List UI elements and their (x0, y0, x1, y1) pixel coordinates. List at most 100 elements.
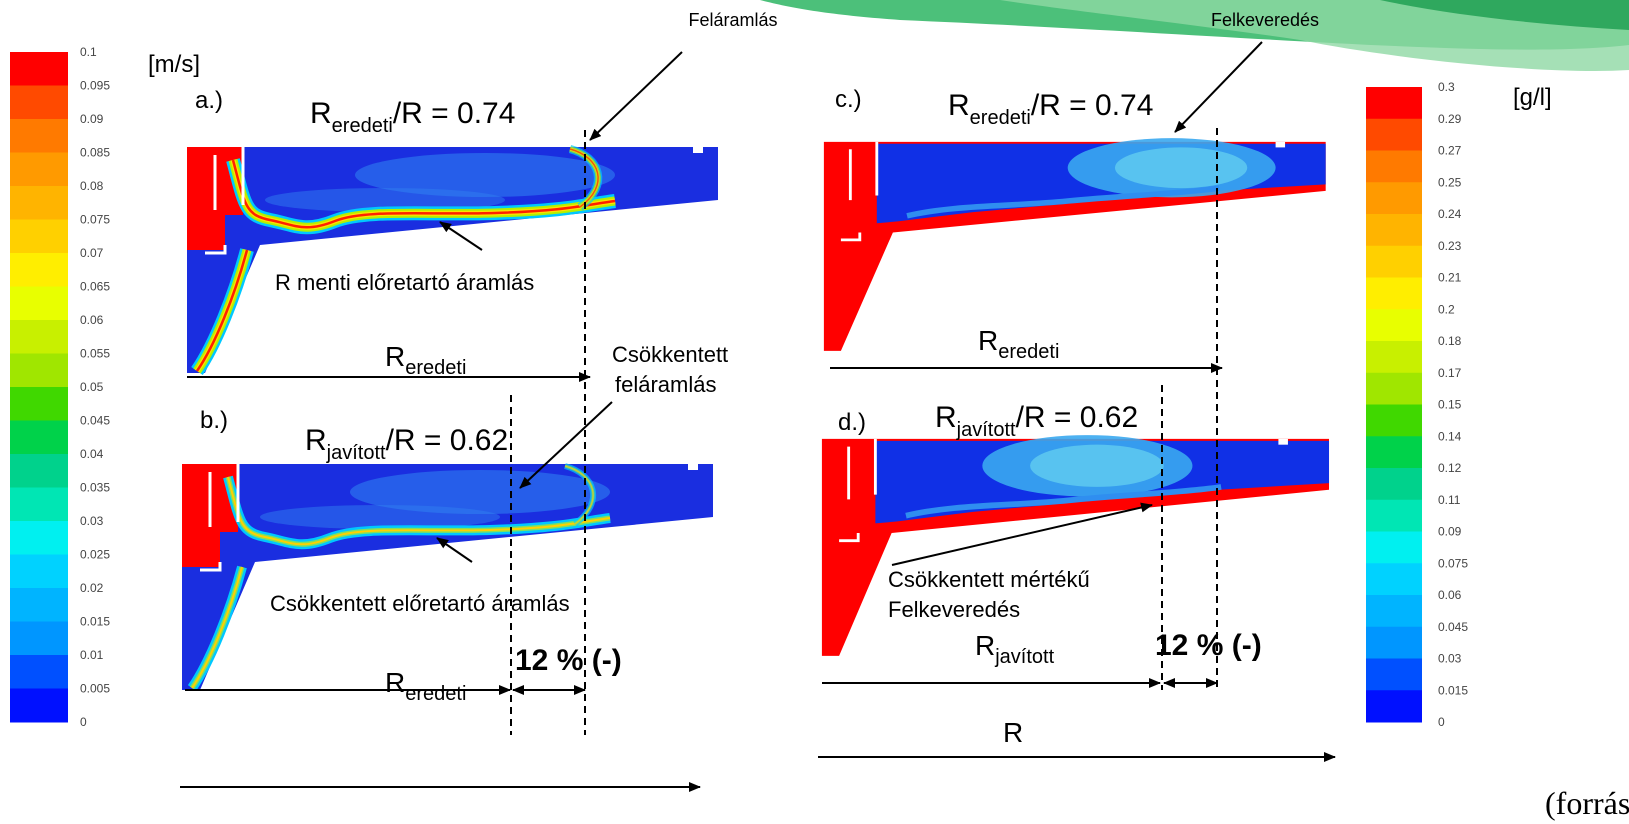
colorbar-band (10, 655, 68, 689)
colorbar-band (10, 689, 68, 723)
colorbar-band (1366, 341, 1422, 373)
ratio-sub: javított (326, 442, 386, 464)
slide: Feláramlás Felkeveredés 0.1 0.095 0.09 0.08… (0, 0, 1629, 824)
ratio-rest: /R = 0.62 (1016, 401, 1139, 434)
panel-label: a.) (195, 87, 223, 114)
length-base: R (978, 325, 998, 356)
colorbar-band (10, 287, 68, 321)
colorbar-label: 0.08 (80, 179, 104, 193)
length-label: Rjavított (975, 630, 1055, 668)
colorbar-band (1366, 500, 1422, 532)
colorbar-band (10, 521, 68, 555)
radius-label: R (1003, 717, 1023, 748)
length-sub: eredeti (405, 683, 466, 705)
colorbar-label: 0.095 (80, 79, 110, 93)
ratio-sub: eredeti (332, 115, 393, 137)
colorbar-label: 0.18 (1438, 334, 1462, 348)
colorbar-band (10, 588, 68, 622)
colorbar-label: 0.04 (80, 447, 104, 461)
annotation: Csökkentett mértékű (888, 567, 1090, 592)
colorbar-band (10, 119, 68, 153)
colorbar-label: 0.01 (80, 648, 104, 662)
colorbar-label: 0.02 (80, 581, 104, 595)
ratio: Rjavított/R = 0.62 (305, 424, 508, 464)
colorbar-label: 0.045 (80, 414, 110, 428)
colorbar-band (10, 421, 68, 455)
colorbar-label: 0.27 (1438, 144, 1462, 158)
colorbar-band (1366, 595, 1422, 627)
contour (1030, 445, 1164, 487)
velocity-contour (182, 464, 713, 690)
colorbar-label: 0.055 (80, 347, 110, 361)
ratio-base: R (948, 89, 970, 122)
difference: 12 % (-) (1155, 629, 1262, 662)
length-label: Reredeti (385, 667, 466, 705)
colorbar-label: 0.06 (1438, 588, 1462, 602)
ratio-sub: javított (956, 419, 1016, 441)
colorbar-band (10, 220, 68, 254)
colorbar-label: 0.045 (1438, 620, 1468, 634)
colorbar-label: 0.015 (1438, 683, 1468, 697)
colorbar-label: 0.25 (1438, 175, 1462, 189)
colorbar-band (1366, 690, 1422, 722)
colorbar-band (10, 253, 68, 287)
ratio: Reredeti/R = 0.74 (310, 97, 515, 137)
colorbar-band (1366, 468, 1422, 500)
difference: 12 % (-) (515, 644, 622, 677)
velocity-contour (187, 147, 718, 373)
colorbar-band (10, 153, 68, 187)
colorbar-label: 0.1 (80, 45, 97, 59)
colorbar-label: 0.085 (80, 146, 110, 160)
length-sub: eredeti (998, 341, 1059, 363)
ratio-rest: /R = 0.62 (386, 424, 509, 457)
ratio-rest: /R = 0.74 (393, 97, 516, 130)
annotation: Feláramlás (688, 10, 777, 30)
annotation: feláramlás (615, 372, 716, 397)
length-base: R (385, 667, 405, 698)
ratio-base: R (305, 424, 327, 457)
length-label: Reredeti (385, 341, 466, 379)
colorbar-label: 0.065 (80, 280, 110, 294)
colorbar-band (1366, 182, 1422, 214)
ratio-rest: /R = 0.74 (1031, 89, 1154, 122)
colorbar-band (10, 354, 68, 388)
colorbar-label: 0.035 (80, 481, 110, 495)
length-base: R (975, 630, 995, 661)
colorbar-band (1366, 214, 1422, 246)
annotation: Csökkentett (612, 342, 728, 367)
colorbar-label: 0.29 (1438, 112, 1462, 126)
weir (693, 147, 703, 153)
colorbar-band (1366, 563, 1422, 595)
colorbar-label: 0.09 (1438, 525, 1462, 539)
colorbar-band (1366, 246, 1422, 278)
colorbar-band (10, 186, 68, 220)
colorbar-band (1366, 532, 1422, 564)
weir (1276, 142, 1285, 148)
colorbar-label: 0.005 (80, 682, 110, 696)
colorbar-label: 0.15 (1438, 398, 1462, 412)
panel-label: b.) (200, 407, 228, 434)
length-sub: eredeti (405, 357, 466, 379)
colorbar-band (10, 387, 68, 421)
colorbar-band (10, 86, 68, 120)
unit-label: [g/l] (1513, 84, 1552, 111)
colorbar-label: 0.3 (1438, 80, 1455, 94)
length-base: R (385, 341, 405, 372)
colorbar-label: 0.05 (80, 380, 104, 394)
colorbar-band (1366, 309, 1422, 341)
colorbar-label: 0.07 (80, 246, 104, 260)
colorbar-label: 0 (1438, 715, 1445, 729)
colorbar-label: 0.21 (1438, 271, 1462, 285)
colorbar-label: 0.12 (1438, 461, 1462, 475)
colorbar-band (1366, 627, 1422, 659)
colorbar-label: 0 (80, 715, 87, 729)
annotation: Felkeveredés (888, 597, 1020, 622)
ratio: Rjavított/R = 0.62 (935, 401, 1138, 441)
length-sub: javított (994, 646, 1054, 668)
colorbar-label: 0.025 (80, 548, 110, 562)
colorbar-label: 0.24 (1438, 207, 1462, 221)
colorbar-label: 0.075 (1438, 556, 1468, 570)
colorbar-label: 0.03 (1438, 652, 1462, 666)
ratio-sub: eredeti (970, 107, 1031, 129)
weir (1278, 439, 1288, 445)
